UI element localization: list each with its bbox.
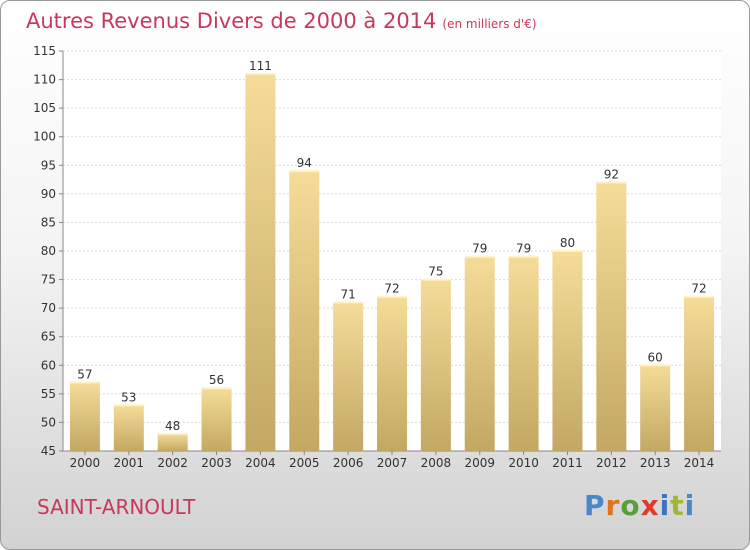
bar	[333, 302, 364, 451]
data-label: 72	[384, 282, 399, 296]
y-tick-label: 115	[33, 44, 56, 58]
y-tick-label: 55	[41, 387, 56, 401]
proxiti-logo: Proxiti	[584, 489, 696, 522]
x-tick-label: 2010	[508, 456, 539, 470]
bar	[113, 405, 144, 451]
bar	[201, 388, 232, 451]
data-label: 94	[297, 156, 312, 170]
bar	[377, 296, 407, 451]
x-tick-label: 2007	[377, 456, 408, 470]
y-tick-label: 105	[33, 101, 56, 115]
x-tick-label: 2014	[684, 456, 715, 470]
data-label: 79	[516, 242, 531, 256]
bar	[157, 433, 188, 451]
y-tick-label: 95	[41, 158, 56, 172]
bar	[69, 382, 100, 451]
y-tick-label: 60	[41, 358, 56, 372]
y-tick-label: 80	[41, 244, 56, 258]
commune-name: SAINT-ARNOULT	[37, 495, 196, 519]
x-tick-label: 2001	[114, 456, 145, 470]
data-label: 60	[648, 350, 663, 364]
x-tick-label: 2002	[157, 456, 188, 470]
data-label: 92	[604, 167, 619, 181]
bar	[552, 251, 583, 451]
x-tick-label: 2012	[596, 456, 627, 470]
x-tick-label: 2000	[70, 456, 101, 470]
x-tick-label: 2006	[333, 456, 364, 470]
x-tick-label: 2003	[201, 456, 232, 470]
x-tick-label: 2004	[245, 456, 276, 470]
bar	[464, 256, 495, 451]
title-subtitle: (en milliers d'€)	[442, 17, 537, 31]
data-label: 71	[340, 287, 355, 301]
data-label: 75	[428, 265, 443, 279]
data-label: 57	[77, 367, 92, 381]
bar	[289, 171, 320, 451]
bar	[596, 182, 627, 451]
data-label: 72	[691, 282, 706, 296]
chart-title: Autres Revenus Divers de 2000 à 2014 (en …	[26, 9, 537, 33]
title-main: Autres Revenus Divers de 2000 à 2014	[26, 9, 437, 33]
data-label: 48	[165, 419, 180, 433]
y-tick-label: 65	[41, 330, 56, 344]
y-tick-label: 45	[41, 444, 56, 458]
bar	[508, 256, 539, 451]
y-tick-label: 90	[41, 187, 56, 201]
x-tick-label: 2011	[552, 456, 583, 470]
y-tick-label: 70	[41, 301, 56, 315]
data-label: 80	[560, 236, 575, 250]
data-label: 56	[209, 373, 224, 387]
y-tick-label: 85	[41, 215, 56, 229]
y-tick-label: 75	[41, 273, 56, 287]
x-tick-label: 2005	[289, 456, 320, 470]
y-tick-label: 50	[41, 415, 56, 429]
x-tick-label: 2013	[640, 456, 671, 470]
data-label: 79	[472, 242, 487, 256]
bar	[684, 296, 715, 451]
bar	[420, 279, 451, 451]
bar	[245, 73, 276, 451]
bar	[640, 365, 671, 451]
y-tick-label: 110	[33, 73, 56, 87]
x-tick-label: 2008	[421, 456, 452, 470]
data-label: 111	[249, 59, 272, 73]
data-label: 53	[121, 390, 136, 404]
x-tick-label: 2009	[464, 456, 495, 470]
y-tick-label: 100	[33, 130, 56, 144]
